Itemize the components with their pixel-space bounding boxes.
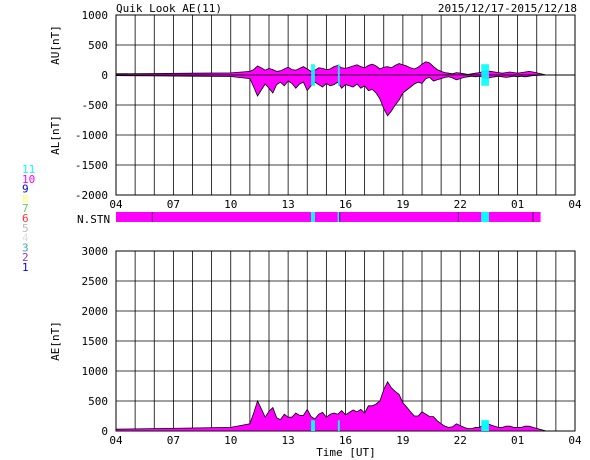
x-tick-label: 04 — [109, 434, 123, 447]
nstn-segment — [311, 212, 315, 222]
x-tick-label: 16 — [339, 434, 352, 447]
station-legend-entry: 1 — [22, 261, 29, 274]
chart-title: Quik Look AE(11) — [116, 2, 222, 15]
y-tick-label: 0 — [101, 69, 108, 82]
x-tick-label: 07 — [167, 198, 180, 211]
nstn-label: N.STN — [77, 213, 110, 226]
x-tick-label: 19 — [396, 434, 409, 447]
y-tick-label: 1000 — [82, 365, 109, 378]
al-axis-label: AL[nT] — [49, 115, 62, 155]
au-al-cyan-segment — [337, 64, 340, 86]
station-legend-entry: 4 — [22, 232, 29, 245]
y-tick-label: 1500 — [82, 335, 109, 348]
y-tick-label: -1000 — [75, 129, 108, 142]
y-tick-label: 500 — [88, 39, 108, 52]
nstn-segment — [314, 212, 338, 222]
x-tick-label: 04 — [568, 434, 582, 447]
y-tick-label: -500 — [82, 99, 109, 112]
ae-cyan-segment — [311, 420, 315, 431]
date-range: 2015/12/17-2015/12/18 — [438, 2, 577, 15]
x-tick-label: 04 — [568, 198, 582, 211]
nstn-bar — [116, 212, 541, 222]
y-tick-label: 500 — [88, 395, 108, 408]
x-tick-label: 22 — [454, 198, 467, 211]
y-tick-label: 1000 — [82, 9, 109, 22]
x-tick-label: 19 — [396, 198, 409, 211]
ae-cyan-segment — [481, 420, 489, 431]
au-al-cyan-segment — [311, 64, 315, 86]
nstn-segment — [116, 212, 312, 222]
x-tick-label: 01 — [511, 198, 524, 211]
nstn-segment — [488, 212, 541, 222]
x-tick-label: 01 — [511, 434, 524, 447]
y-tick-label: -2000 — [75, 189, 108, 202]
station-legend-entry: 6 — [22, 212, 29, 225]
station-legend-entry: 11 — [22, 163, 35, 176]
x-tick-label: 10 — [224, 434, 237, 447]
station-legend-entry: 5 — [22, 222, 29, 235]
nstn-segment — [339, 212, 482, 222]
y-tick-label: 0 — [101, 425, 108, 438]
nstn-segment — [481, 212, 489, 222]
station-legend-entry: 7 — [22, 202, 29, 215]
station-legend-entry: 3 — [22, 241, 29, 254]
y-tick-label: 2500 — [82, 275, 109, 288]
x-tick-label: 04 — [109, 198, 123, 211]
ae-cyan-segment — [337, 420, 340, 431]
x-axis-label: Time [UT] — [316, 446, 376, 459]
x-tick-label: 07 — [167, 434, 180, 447]
x-tick-label: 10 — [224, 198, 237, 211]
x-tick-label: 13 — [282, 434, 295, 447]
x-tick-label: 16 — [339, 198, 352, 211]
x-tick-label: 13 — [282, 198, 295, 211]
y-tick-label: 3000 — [82, 245, 109, 258]
station-legend-entry: 9 — [22, 183, 29, 196]
y-tick-label: -1500 — [75, 159, 108, 172]
nstn-segment — [337, 212, 340, 222]
station-legend-entry: 8 — [22, 192, 29, 205]
au-axis-label: AU[nT] — [49, 25, 62, 65]
y-tick-label: 2000 — [82, 305, 109, 318]
au-al-cyan-segment — [481, 64, 489, 86]
station-legend-entry: 2 — [22, 251, 29, 264]
x-tick-label: 22 — [454, 434, 467, 447]
ae-axis-label: AE[nT] — [49, 321, 62, 361]
station-legend-entry: 10 — [22, 173, 35, 186]
